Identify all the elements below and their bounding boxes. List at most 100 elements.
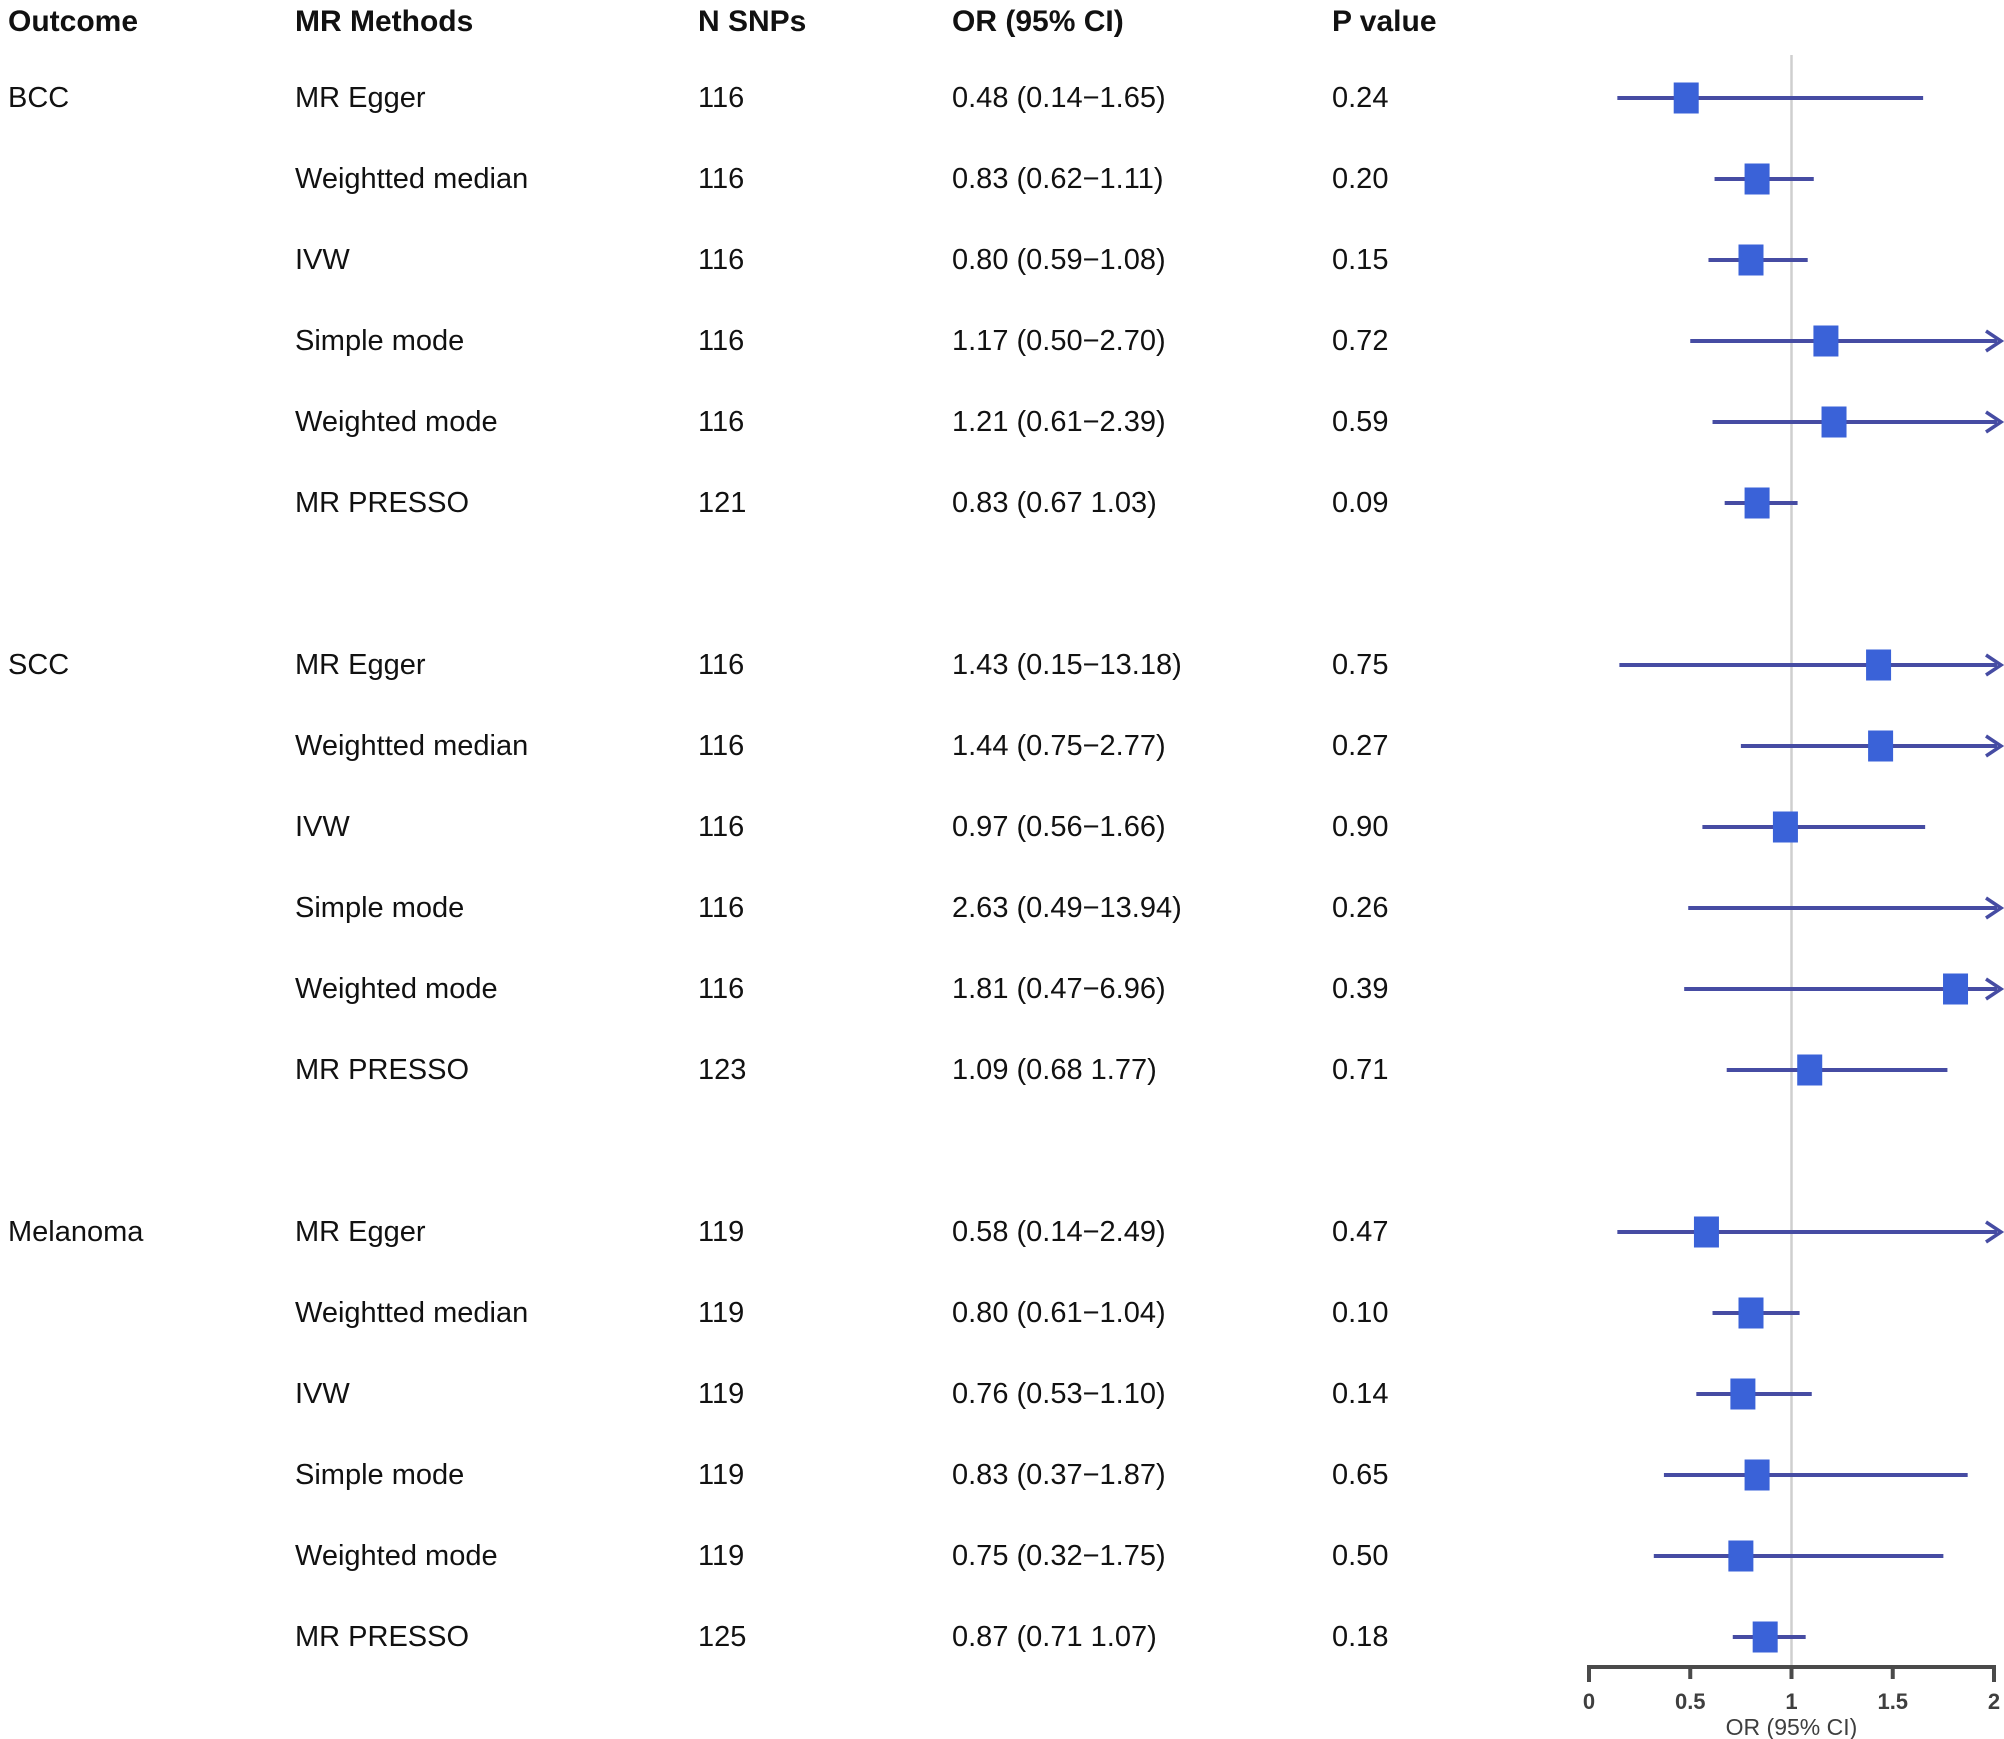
method-label: Simple mode	[295, 892, 465, 924]
arrow-right-icon	[1985, 329, 2004, 353]
outcome-label: Melanoma	[8, 1216, 144, 1248]
n-snps-value: 116	[698, 973, 745, 1005]
method-label: Simple mode	[295, 1459, 465, 1491]
n-snps-value: 119	[698, 1378, 745, 1410]
method-label: Weightted median	[295, 163, 529, 195]
method-label: MR PRESSO	[295, 1054, 470, 1086]
arrow-right-icon	[1985, 1220, 2004, 1244]
or-marker	[1772, 811, 1798, 843]
or-ci-value: 0.83 (0.67 1.03)	[952, 487, 1157, 519]
or-ci-value: 1.09 (0.68 1.77)	[952, 1054, 1157, 1086]
method-label: Weightted median	[295, 1297, 529, 1329]
p-value: 0.09	[1332, 487, 1389, 519]
or-marker	[1744, 487, 1770, 519]
or-marker	[1744, 163, 1770, 195]
or-ci-value: 0.75 (0.32−1.75)	[952, 1540, 1166, 1572]
or-ci-value: 1.43 (0.15−13.18)	[952, 649, 1182, 681]
arrow-right-icon	[1985, 734, 2004, 758]
or-ci-value: 1.17 (0.50−2.70)	[952, 325, 1166, 357]
method-label: IVW	[295, 1378, 350, 1410]
or-ci-value: 0.80 (0.61−1.04)	[952, 1297, 1166, 1329]
method-label: MR Egger	[295, 82, 426, 114]
or-ci-value: 0.83 (0.37−1.87)	[952, 1459, 1166, 1491]
axis-tick-label: 2	[1988, 1689, 2000, 1714]
or-ci-value: 0.87 (0.71 1.07)	[952, 1621, 1157, 1653]
n-snps-value: 125	[698, 1621, 747, 1653]
column-header-methods: MR Methods	[295, 5, 474, 38]
n-snps-value: 116	[698, 730, 745, 762]
method-label: Weighted mode	[295, 973, 498, 1005]
or-ci-value: 0.76 (0.53−1.10)	[952, 1378, 1166, 1410]
column-header-p-value: P value	[1332, 5, 1437, 38]
p-value: 0.59	[1332, 406, 1389, 438]
or-marker	[1943, 973, 1969, 1005]
method-label: MR Egger	[295, 649, 426, 681]
or-marker	[1821, 406, 1847, 438]
p-value: 0.18	[1332, 1621, 1389, 1653]
or-marker	[1730, 1378, 1756, 1410]
method-label: MR PRESSO	[295, 487, 470, 519]
or-marker	[1728, 1540, 1754, 1572]
or-ci-value: 0.48 (0.14−1.65)	[952, 82, 1166, 114]
or-marker	[1744, 1459, 1770, 1491]
p-value: 0.14	[1332, 1378, 1389, 1410]
method-label: IVW	[295, 244, 350, 276]
outcome-label: BCC	[8, 82, 70, 114]
n-snps-value: 116	[698, 163, 745, 195]
or-ci-value: 2.63 (0.49−13.94)	[952, 892, 1182, 924]
p-value: 0.24	[1332, 82, 1389, 114]
n-snps-value: 119	[698, 1459, 745, 1491]
n-snps-value: 116	[698, 406, 745, 438]
or-marker	[1693, 1216, 1719, 1248]
or-ci-value: 0.97 (0.56−1.66)	[952, 811, 1166, 843]
or-marker	[1752, 1621, 1778, 1653]
method-label: Weightted median	[295, 730, 529, 762]
n-snps-value: 116	[698, 649, 745, 681]
or-marker	[1813, 325, 1839, 357]
method-label: Simple mode	[295, 325, 465, 357]
outcome-label: SCC	[8, 649, 70, 681]
method-label: MR PRESSO	[295, 1621, 470, 1653]
p-value: 0.39	[1332, 973, 1389, 1005]
or-ci-value: 0.58 (0.14−2.49)	[952, 1216, 1166, 1248]
n-snps-value: 121	[698, 487, 747, 519]
p-value: 0.72	[1332, 325, 1389, 357]
n-snps-value: 116	[698, 244, 745, 276]
n-snps-value: 123	[698, 1054, 747, 1086]
or-marker	[1738, 1297, 1764, 1329]
column-header-or-ci: OR (95% CI)	[952, 5, 1124, 38]
n-snps-value: 116	[698, 892, 745, 924]
column-header-outcome: Outcome	[8, 5, 139, 38]
axis-title: OR (95% CI)	[1726, 1714, 1858, 1739]
or-marker	[1797, 1054, 1823, 1086]
p-value: 0.26	[1332, 892, 1389, 924]
n-snps-value: 116	[698, 325, 745, 357]
n-snps-value: 119	[698, 1297, 745, 1329]
arrow-right-icon	[1985, 977, 2004, 1001]
axis-tick-label: 0.5	[1675, 1689, 1706, 1714]
p-value: 0.20	[1332, 163, 1389, 195]
method-label: Weighted mode	[295, 1540, 498, 1572]
column-header-n-snps: N SNPs	[698, 5, 807, 38]
or-ci-value: 1.21 (0.61−2.39)	[952, 406, 1166, 438]
or-marker	[1738, 244, 1764, 276]
p-value: 0.10	[1332, 1297, 1389, 1329]
p-value: 0.75	[1332, 649, 1389, 681]
or-ci-value: 0.83 (0.62−1.11)	[952, 163, 1164, 195]
axis-tick-label: 1.5	[1877, 1689, 1908, 1714]
p-value: 0.65	[1332, 1459, 1389, 1491]
arrow-right-icon	[1985, 410, 2004, 434]
or-marker	[1673, 82, 1699, 114]
p-value: 0.15	[1332, 244, 1389, 276]
p-value: 0.50	[1332, 1540, 1389, 1572]
arrow-right-icon	[1985, 896, 2004, 920]
n-snps-value: 119	[698, 1216, 745, 1248]
p-value: 0.47	[1332, 1216, 1389, 1248]
method-label: IVW	[295, 811, 350, 843]
method-label: MR Egger	[295, 1216, 426, 1248]
p-value: 0.90	[1332, 811, 1389, 843]
arrow-right-icon	[1985, 653, 2004, 677]
n-snps-value: 116	[698, 82, 745, 114]
